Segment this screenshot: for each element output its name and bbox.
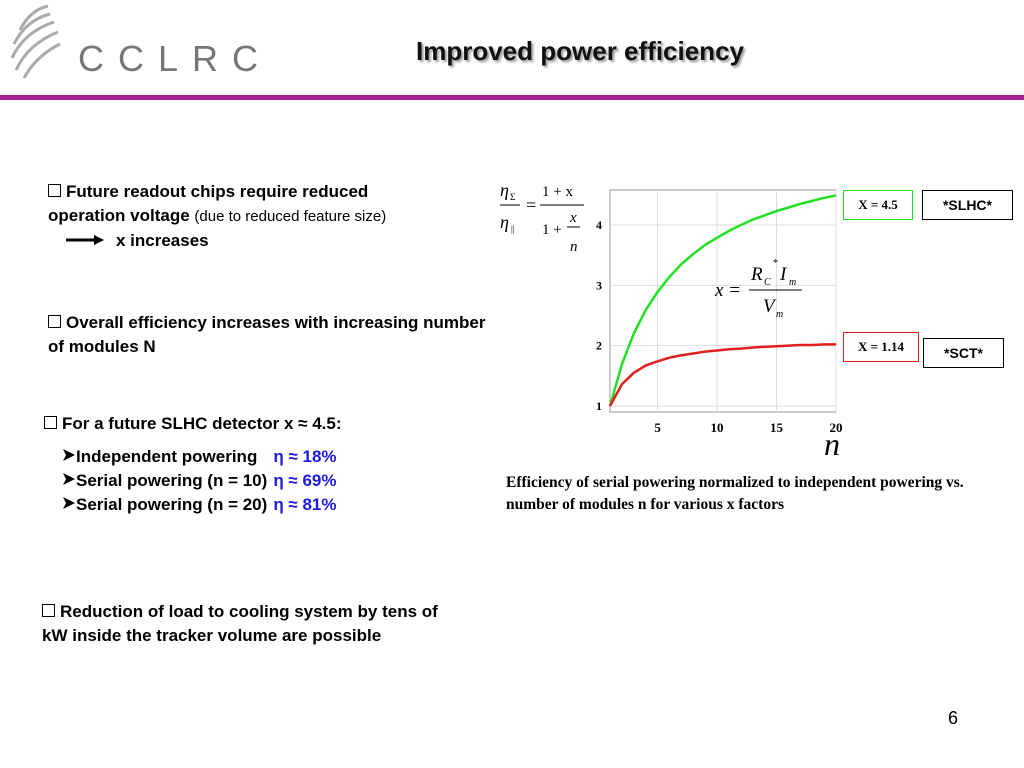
formula-part: V bbox=[763, 296, 777, 317]
sub-value: η ≈ 69% bbox=[273, 471, 337, 490]
sub-value: η ≈ 18% bbox=[273, 447, 337, 466]
formula-part: x = bbox=[714, 280, 741, 301]
logo-swoosh bbox=[10, 4, 61, 79]
sub-label: Independent powering bbox=[76, 447, 258, 466]
formula-part: = bbox=[526, 195, 536, 215]
logo-text: CCLRC bbox=[78, 38, 273, 79]
formula-part: Σ bbox=[510, 192, 515, 202]
formula-part: C bbox=[764, 277, 771, 288]
sub-list: Independent powering η ≈ 18% Serial poweri… bbox=[62, 445, 337, 517]
arrow-icon bbox=[63, 497, 75, 509]
bullet: Future readout chips require reduced ope… bbox=[48, 180, 448, 253]
formula: η Ση ||=1 + x1 +xn bbox=[500, 180, 584, 255]
formula-part: x bbox=[569, 210, 577, 226]
x-tick-label: 10 bbox=[711, 420, 724, 435]
x-tick-label: 5 bbox=[654, 420, 661, 435]
series-line bbox=[608, 194, 837, 407]
bullet: For a future SLHC detector x ≈ 4.5: bbox=[44, 412, 484, 436]
formula-part: m bbox=[776, 309, 783, 320]
bullet-icon bbox=[44, 416, 57, 429]
formula-part: I bbox=[779, 264, 788, 285]
series-line bbox=[608, 343, 836, 407]
formula-part: * bbox=[773, 258, 778, 269]
bullet-icon bbox=[48, 184, 61, 197]
bullet-text: Overall efficiency increases with increa… bbox=[48, 313, 486, 356]
bullet-note: (due to reduced feature size) bbox=[194, 208, 387, 225]
arrow-icon bbox=[66, 235, 104, 245]
sub-value: η ≈ 81% bbox=[273, 495, 337, 514]
y-tick-label: 1 bbox=[596, 399, 602, 413]
formula-part: n bbox=[570, 239, 578, 255]
formula-part: || bbox=[511, 224, 515, 234]
x-tick-label: 20 bbox=[830, 420, 843, 435]
plot-frame bbox=[609, 189, 837, 413]
formula: x =R C*I mV m bbox=[714, 258, 802, 320]
y-tick-label: 3 bbox=[596, 278, 602, 292]
legend-entry: X = 1.14 bbox=[843, 332, 919, 362]
formula-part: 1 + x bbox=[542, 184, 573, 200]
sub-label: Serial powering (n = 20) bbox=[76, 495, 268, 514]
sub-item: Independent powering η ≈ 18% bbox=[62, 445, 337, 469]
formula-part: η bbox=[500, 180, 509, 200]
formula-part: 1 + bbox=[542, 222, 562, 238]
arrow-icon bbox=[63, 449, 75, 461]
x-axis-label: n bbox=[824, 426, 840, 462]
bullet: Reduction of load to cooling system by t… bbox=[42, 600, 452, 648]
sub-item: Serial powering (n = 20) η ≈ 81% bbox=[62, 493, 337, 517]
legend-tag: *SLHC* bbox=[922, 190, 1013, 220]
x-tick-label: 15 bbox=[770, 420, 784, 435]
sub-item: Serial powering (n = 10) η ≈ 69% bbox=[62, 469, 337, 493]
formula-part: m bbox=[789, 277, 796, 288]
bullet-icon bbox=[48, 315, 61, 328]
legend-tag: *SCT* bbox=[923, 338, 1004, 368]
bullet: Overall efficiency increases with increa… bbox=[48, 311, 488, 359]
y-tick-label: 2 bbox=[596, 339, 602, 353]
chart-caption: Efficiency of serial powering normalized… bbox=[506, 474, 964, 513]
y-tick-label: 4 bbox=[596, 218, 602, 232]
formula-part: η bbox=[500, 212, 509, 232]
bullet-icon bbox=[42, 604, 55, 617]
title-rule bbox=[0, 95, 1024, 100]
bullet-result: x increases bbox=[116, 231, 209, 250]
sub-label: Serial powering (n = 10) bbox=[76, 471, 268, 490]
formula-part: R bbox=[750, 264, 763, 285]
bullet-text: For a future SLHC detector x ≈ 4.5: bbox=[62, 414, 342, 433]
bullet-text: Reduction of load to cooling system by t… bbox=[42, 602, 438, 645]
legend-entry: X = 4.5 bbox=[843, 190, 913, 220]
page-number: 6 bbox=[948, 708, 959, 728]
bullet-text: Future readout chips require reduced ope… bbox=[48, 182, 369, 225]
arrow-icon bbox=[63, 473, 75, 485]
slide-title: Improved power efficiency bbox=[416, 36, 744, 66]
